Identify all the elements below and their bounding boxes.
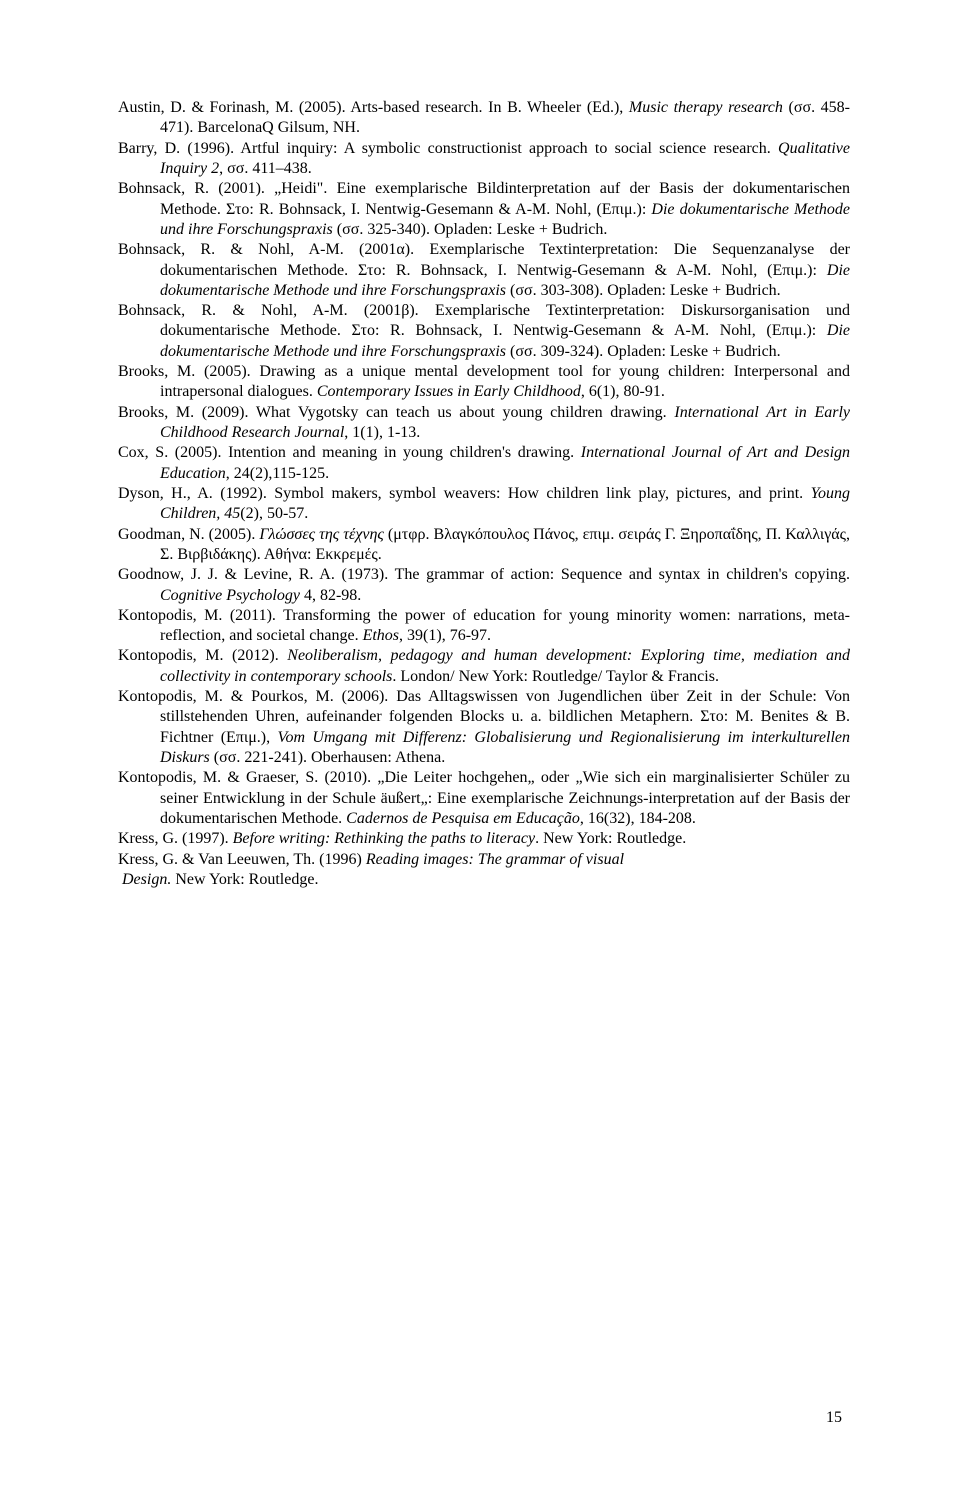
reference-list: Austin, D. & Forinash, M. (2005). Arts-b…: [118, 98, 850, 890]
reference-entry: Brooks, M. (2009). What Vygotsky can tea…: [118, 403, 850, 444]
reference-entry: Kontopodis, M. (2012). Neoliberalism, pe…: [118, 646, 850, 687]
reference-entry: Kontopodis, M. & Graeser, S. (2010). „Di…: [118, 768, 850, 829]
reference-entry: Bohnsack, R. & Nohl, A-M. (2001β). Exemp…: [118, 301, 850, 362]
reference-entry: Cox, S. (2005). Intention and meaning in…: [118, 443, 850, 484]
reference-entry: Kontopodis, M. (2011). Transforming the …: [118, 606, 850, 647]
reference-entry: Kontopodis, M. & Pourkos, M. (2006). Das…: [118, 687, 850, 768]
reference-entry: Goodman, N. (2005). Γλώσσες της τέχνης (…: [118, 525, 850, 566]
reference-entry: Design. New York: Routledge.: [118, 870, 850, 890]
reference-entry: Goodnow, J. J. & Levine, R. A. (1973). T…: [118, 565, 850, 606]
reference-entry: Brooks, M. (2005). Drawing as a unique m…: [118, 362, 850, 403]
reference-entry: Bohnsack, R. (2001). „Heidi". Eine exemp…: [118, 179, 850, 240]
reference-entry: Kress, G. (1997). Before writing: Rethin…: [118, 829, 850, 849]
reference-entry: Barry, D. (1996). Artful inquiry: A symb…: [118, 139, 850, 180]
page-number: 15: [826, 1408, 842, 1428]
reference-entry: Austin, D. & Forinash, M. (2005). Arts-b…: [118, 98, 850, 139]
reference-entry: Bohnsack, R. & Nohl, A-M. (2001α). Exemp…: [118, 240, 850, 301]
reference-entry: Kress, G. & Van Leeuwen, Th. (1996) Read…: [118, 850, 850, 870]
reference-entry: Dyson, H., A. (1992). Symbol makers, sym…: [118, 484, 850, 525]
